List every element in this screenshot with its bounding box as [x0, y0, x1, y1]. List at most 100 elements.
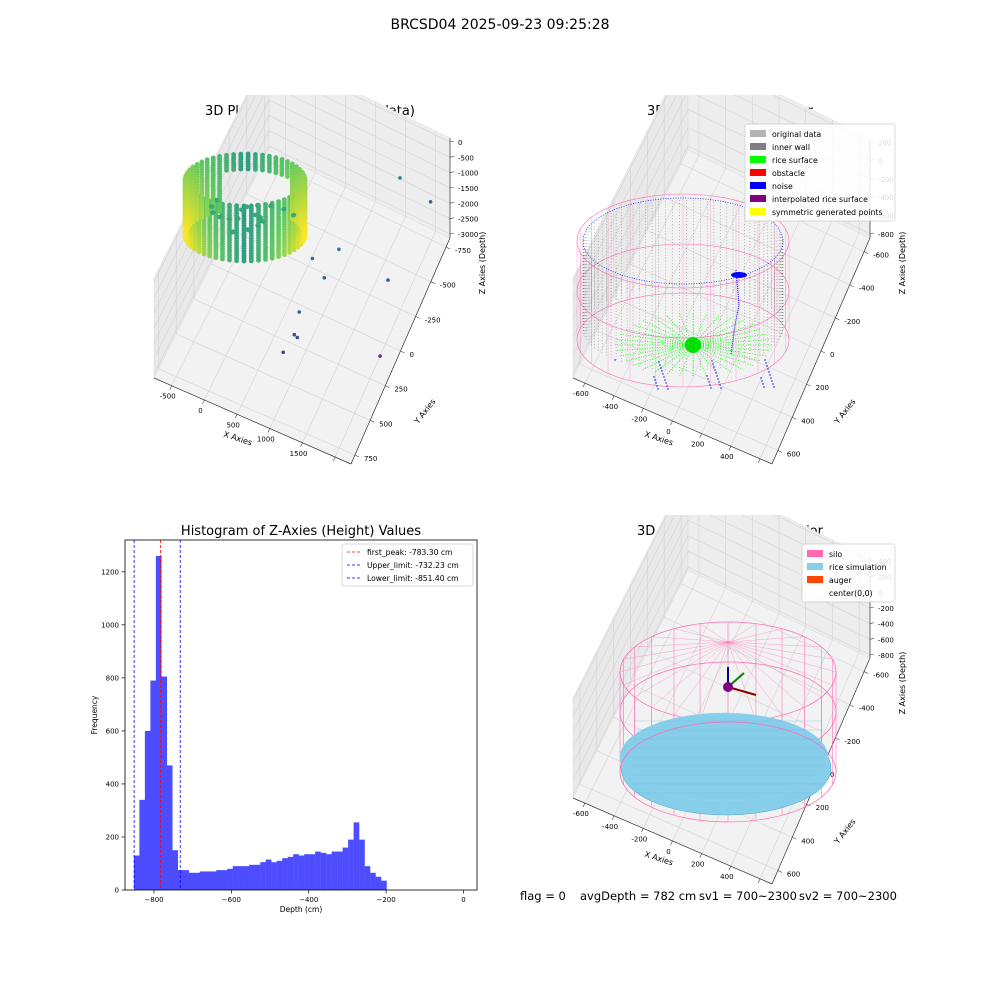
classify-3d-plot: 3D classify of Silo Interior -600-400-20…: [545, 95, 915, 465]
legend-swatch: [807, 589, 823, 596]
z-tick: [449, 217, 455, 219]
raw-point: [218, 214, 223, 219]
raw-point: [279, 172, 285, 177]
y-axis-line: [350, 237, 451, 465]
y-gridline: [613, 197, 807, 385]
z-tick-label: -3000: [458, 231, 478, 239]
x-tick-label: 1000: [257, 436, 275, 444]
noise-point: [659, 364, 661, 366]
x-tick-label: -600: [573, 390, 589, 398]
noise-point: [667, 388, 669, 390]
x-tick-label: 500: [226, 421, 239, 429]
noise-point: [662, 373, 664, 375]
x-tick-label: -600: [573, 810, 589, 818]
histogram-bar: [227, 868, 233, 890]
noise-point: [657, 388, 659, 390]
outlier-point: [281, 350, 285, 355]
raw-plot-canvas: -5000500100015002000-750-500-25002505007…: [153, 95, 487, 465]
raw-point: [241, 258, 247, 264]
histogram-bar: [254, 864, 261, 890]
silo-roof-wire: [699, 641, 729, 721]
histogram-bar: [370, 872, 376, 890]
noise-cluster: [731, 272, 747, 278]
silo-roof-wire: [727, 641, 805, 708]
silo-roof-wire: [623, 641, 729, 660]
histogram-bar: [216, 870, 222, 890]
noise-point: [709, 384, 711, 386]
rice-surface-points: [642, 320, 694, 346]
rice-surface-points: [692, 344, 761, 362]
y-axis-label: Y Axies: [412, 397, 438, 426]
figure-title: BRCSD04 2025-09-23 09:25:28: [390, 17, 610, 33]
x-axis-line: [572, 377, 773, 465]
noise-point: [711, 360, 713, 362]
histogram-bar: [320, 852, 327, 890]
x-tick: [670, 420, 673, 426]
legend-swatch: [750, 130, 766, 137]
outlier-point: [428, 200, 433, 204]
raw-point: [199, 214, 205, 220]
y-tick-label: -400: [859, 285, 875, 293]
y-gridline: [246, 95, 432, 282]
noise-point: [661, 370, 663, 372]
legend-label: rice surface: [772, 156, 818, 165]
legend-label: first_peak: -783.30 cm: [367, 548, 452, 557]
histogram-bar: [144, 730, 151, 890]
noise-point: [666, 385, 668, 387]
raw-point: [276, 254, 281, 259]
z-gridline: [572, 95, 871, 283]
raw-point: [256, 215, 262, 220]
raw-point: [239, 207, 244, 213]
legend-label: silo: [829, 550, 842, 559]
y-tick-label: 0: [115, 887, 119, 895]
z-axis-label: Z Axies (Depth): [898, 652, 907, 715]
histogram-bar: [210, 871, 217, 890]
legend-swatch: [807, 563, 823, 570]
histogram-bar: [337, 851, 343, 890]
rice-surface-points: [616, 344, 694, 351]
legend-box: [341, 543, 474, 587]
y-tick-label: 0: [410, 351, 414, 359]
silo-roof-wire: [727, 636, 805, 643]
noise-point: [773, 386, 775, 388]
y-tick-label: 600: [787, 870, 800, 878]
silo-roof-wire: [634, 641, 729, 698]
x-tick: [757, 878, 761, 883]
raw-point: [258, 218, 264, 224]
raw-point: [211, 210, 216, 215]
y-tick: [792, 837, 797, 840]
z-tick: [449, 171, 455, 173]
y-tick-label: 500: [379, 420, 392, 428]
y-tick-label: 200: [106, 833, 119, 841]
histogram-bar: [353, 822, 360, 890]
histogram-bar: [315, 851, 321, 890]
raw-point: [255, 203, 260, 208]
y-gridline: [579, 684, 779, 871]
y-tick: [863, 671, 869, 674]
raw-point: [281, 207, 286, 212]
raw-point: [236, 216, 241, 221]
raw-point: [298, 241, 304, 247]
x-tick: [728, 866, 732, 871]
silo-roof-wire: [727, 623, 757, 643]
silo-roof-wire: [651, 641, 729, 708]
z-tick-label: -800: [878, 652, 894, 660]
raw-point: [295, 244, 301, 250]
raw-point: [290, 213, 296, 218]
y-tick: [792, 417, 797, 420]
rice-surface-points: [692, 324, 753, 346]
legend-label: Lower_limit: -851.40 cm: [367, 574, 459, 583]
histogram-bar: [298, 855, 305, 890]
rice-surface-points: [692, 344, 753, 366]
y-tick: [835, 317, 840, 321]
histogram-bar: [205, 871, 211, 890]
rice-surface-points: [692, 320, 744, 346]
y-axis-label: Frequency: [90, 695, 99, 734]
noise-point: [653, 376, 655, 378]
raw-point: [269, 255, 275, 261]
y-tick-label: -200: [844, 738, 860, 746]
histogram-bar: [249, 864, 255, 890]
sv1-text: sv1 = 700~2300: [699, 889, 797, 903]
histogram-bar: [309, 854, 316, 890]
outlier-point: [322, 276, 327, 280]
